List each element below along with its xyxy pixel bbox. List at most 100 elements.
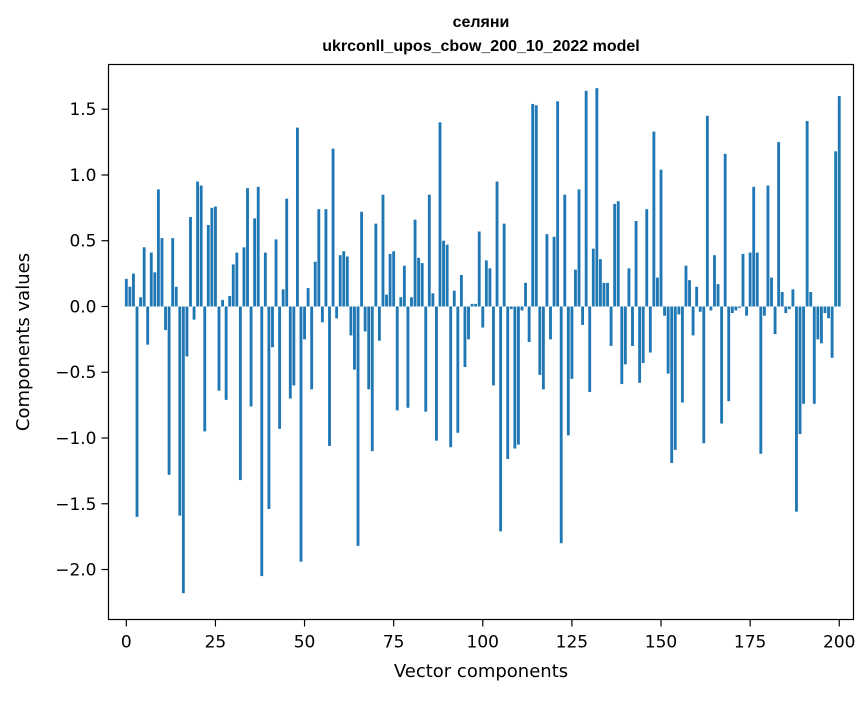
bar-86 (431, 293, 435, 307)
bar-157 (684, 265, 688, 307)
bar-160 (695, 286, 699, 307)
bar-167 (720, 306, 724, 424)
bar-7 (149, 252, 153, 307)
bar-90 (445, 244, 449, 307)
x-tick-label: 150 (645, 633, 677, 653)
bar-83 (420, 263, 424, 307)
bar-37 (256, 186, 260, 307)
bar-31 (235, 252, 239, 307)
bar-12 (167, 306, 171, 475)
bar-81 (413, 219, 417, 307)
bar-58 (331, 148, 335, 307)
bar-192 (809, 292, 813, 307)
bar-154 (673, 306, 677, 450)
x-tick-label: 25 (205, 633, 227, 653)
bar-155 (677, 306, 681, 315)
bar-112 (524, 282, 527, 307)
bar-48 (296, 127, 299, 307)
bar-8 (153, 272, 157, 307)
bar-62 (345, 256, 349, 307)
bar-194 (816, 306, 820, 340)
bar-61 (342, 251, 346, 307)
bar-184 (780, 292, 784, 307)
bar-2 (132, 273, 135, 307)
bar-114 (531, 103, 535, 307)
bar-73 (385, 294, 388, 307)
bar-123 (563, 194, 567, 307)
bar-146 (645, 209, 649, 307)
bar-32 (238, 306, 242, 481)
bar-182 (773, 306, 777, 335)
bar-26 (217, 306, 221, 391)
bar-187 (791, 289, 795, 307)
bar-126 (574, 269, 577, 307)
bar-136 (609, 306, 613, 346)
bar-70 (374, 223, 378, 307)
bar-124 (566, 306, 570, 436)
bar-150 (659, 169, 663, 307)
bar-17 (185, 306, 189, 357)
bar-195 (819, 306, 823, 344)
bars-layer (124, 88, 841, 594)
bar-80 (410, 297, 413, 307)
bar-66 (360, 211, 364, 307)
bar-149 (656, 277, 659, 307)
bar-172 (738, 306, 741, 308)
bar-84 (424, 306, 428, 412)
bar-18 (189, 217, 192, 307)
bar-74 (388, 253, 392, 307)
bar-165 (713, 255, 716, 307)
bar-133 (598, 259, 602, 307)
bar-36 (253, 218, 257, 307)
bar-161 (698, 306, 702, 312)
bar-130 (588, 306, 592, 392)
bar-193 (812, 306, 816, 404)
bar-140 (623, 306, 627, 365)
bar-143 (634, 221, 638, 307)
bar-45 (285, 198, 289, 307)
bar-156 (680, 306, 684, 403)
bar-46 (288, 306, 292, 399)
bar-185 (784, 306, 788, 314)
bar-96 (467, 306, 470, 340)
bar-87 (435, 306, 438, 441)
bar-38 (260, 306, 264, 577)
bar-3 (135, 306, 139, 517)
bar-141 (627, 268, 631, 307)
bar-148 (652, 131, 656, 307)
bar-183 (777, 142, 781, 307)
bar-77 (399, 297, 403, 307)
bar-166 (716, 284, 720, 307)
bar-25 (214, 206, 217, 307)
bar-13 (171, 238, 175, 307)
y-axis: −2.0 −1.5 −1.0 −0.5 0.0 0.5 1.0 1.5 (55, 100, 109, 581)
y-tick-label: 1.5 (69, 100, 96, 120)
bar-128 (581, 306, 585, 325)
bar-68 (367, 306, 371, 390)
bar-198 (830, 306, 834, 358)
bar-95 (463, 306, 467, 367)
bar-171 (734, 306, 738, 311)
bar-0 (124, 278, 128, 307)
bar-168 (723, 153, 727, 307)
bar-98 (474, 303, 478, 307)
bar-169 (727, 306, 731, 402)
bar-138 (616, 201, 620, 307)
bar-119 (549, 306, 552, 340)
bar-186 (787, 306, 791, 310)
bar-41 (271, 306, 274, 348)
bar-4 (139, 297, 143, 307)
bar-100 (481, 306, 485, 328)
bar-94 (459, 274, 463, 307)
bar-82 (417, 257, 421, 307)
bar-132 (595, 88, 599, 307)
bar-152 (666, 306, 670, 374)
bar-56 (324, 209, 328, 307)
bar-20 (196, 181, 200, 307)
bar-97 (470, 303, 474, 307)
bar-134 (602, 282, 606, 307)
x-tick-label: 175 (734, 633, 766, 653)
bar-118 (545, 234, 549, 307)
